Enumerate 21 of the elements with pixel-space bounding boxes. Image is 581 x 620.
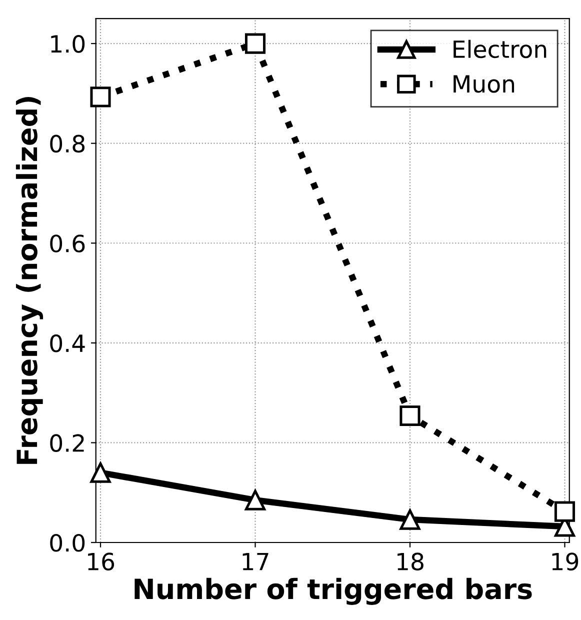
- y-tick-label: 0.8: [50, 134, 85, 153]
- point: [554, 501, 576, 522]
- point: [400, 405, 420, 426]
- point: [244, 33, 266, 54]
- y-tick-label: 0.0: [50, 534, 85, 552]
- point: [400, 509, 420, 530]
- legend-label: Muon: [454, 75, 514, 93]
- x-tick-label: 16: [88, 552, 114, 570]
- legend-label: Electron: [454, 40, 546, 58]
- point: [244, 490, 266, 510]
- y-axis-title: Frequency (normalized): [16, 97, 44, 464]
- x-tick-label: 17: [242, 552, 268, 570]
- x-axis-title: Number of triggered bars: [134, 578, 532, 605]
- point: [90, 86, 111, 108]
- y-tick-label: 1.0: [51, 34, 85, 53]
- y-tick-label: 0.4: [50, 334, 85, 352]
- point: [90, 462, 111, 483]
- x-tick-label: 18: [398, 552, 424, 570]
- x-tick-label: 19: [552, 552, 578, 570]
- y-tick-label: 0.6: [50, 234, 85, 252]
- y-tick-label: 0.2: [50, 434, 84, 452]
